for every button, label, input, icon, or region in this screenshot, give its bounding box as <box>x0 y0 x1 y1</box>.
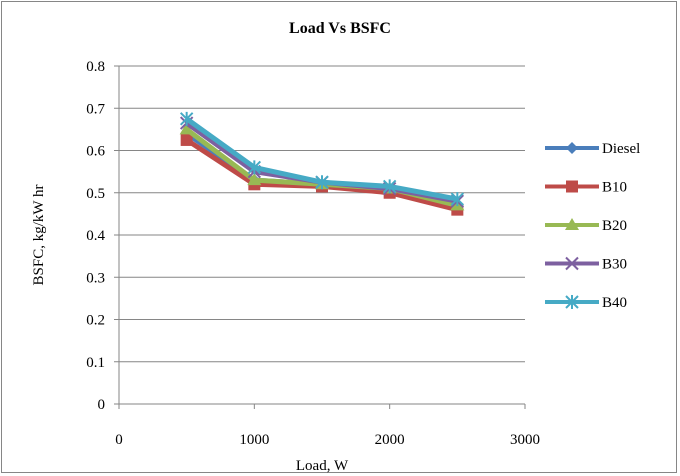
legend: Diesel B10 B20 B30 B40 <box>545 141 640 311</box>
data-point <box>247 173 262 186</box>
x-axis-label: Load, W <box>296 458 349 474</box>
y-tick-label: 0.4 <box>86 228 105 244</box>
legend-label: B20 <box>602 218 627 234</box>
y-tick-label: 0.3 <box>86 270 105 286</box>
chart-title: Load Vs BSFC <box>289 20 391 37</box>
y-tick-label: 0.6 <box>86 144 105 160</box>
y-tick-label: 0 <box>98 397 106 413</box>
x-tick-label: 3000 <box>510 432 540 448</box>
legend-item-b40: B40 <box>545 295 627 311</box>
data-point <box>315 175 329 190</box>
y-tick-label: 0.1 <box>86 355 105 371</box>
legend-label: B40 <box>602 295 627 311</box>
legend-item-b30: B30 <box>545 257 627 273</box>
x-tick-label: 2000 <box>375 432 405 448</box>
gridlines <box>119 65 525 363</box>
legend-marker <box>566 180 578 193</box>
data-point <box>179 122 194 135</box>
x-tick-labels: 0 1000 2000 3000 <box>115 404 540 448</box>
y-axis-label: BSFC, kg/kW hr <box>31 185 47 286</box>
legend-item-b10: B10 <box>545 180 627 196</box>
y-tick-labels: 0 0.1 0.2 0.3 0.4 0.5 0.6 0.7 0.8 <box>86 59 119 413</box>
series-group <box>179 111 465 216</box>
y-tick-label: 0.8 <box>86 59 105 75</box>
data-point <box>382 179 397 194</box>
legend-marker <box>566 142 578 154</box>
data-point <box>247 160 262 175</box>
legend-label: Diesel <box>602 141 640 157</box>
data-point <box>180 133 193 146</box>
x-tick-label: 1000 <box>239 432 269 448</box>
legend-item-b20: B20 <box>545 218 627 234</box>
series-b20 <box>179 122 465 211</box>
data-point <box>179 111 194 126</box>
x-tick-label: 0 <box>115 432 123 448</box>
y-tick-label: 0.5 <box>86 186 105 202</box>
legend-marker <box>565 218 579 230</box>
legend-label: B10 <box>602 180 627 196</box>
data-point <box>450 192 465 207</box>
legend-item-diesel: Diesel <box>545 141 640 157</box>
series-b40 <box>179 111 465 207</box>
legend-marker <box>565 295 579 309</box>
y-tick-label: 0.2 <box>86 313 105 329</box>
y-tick-label: 0.7 <box>86 101 105 117</box>
legend-marker <box>565 256 579 271</box>
legend-label: B30 <box>602 257 627 273</box>
